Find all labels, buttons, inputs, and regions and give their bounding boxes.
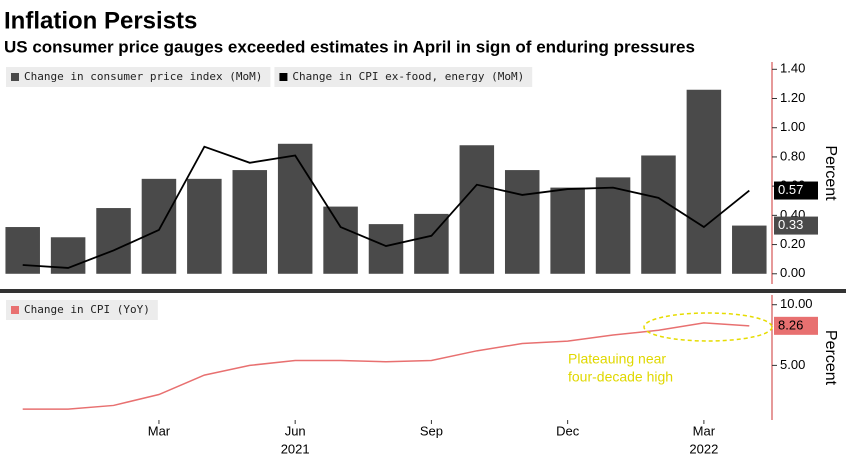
annotation: Plateauing near xyxy=(568,351,666,367)
value-label: 0.33 xyxy=(778,217,803,232)
value-label-box xyxy=(774,216,818,235)
y-tick-label: 0.00 xyxy=(780,265,805,280)
y-axis-label: Percent xyxy=(822,330,839,386)
bar xyxy=(141,178,177,274)
legend-box xyxy=(6,300,158,320)
value-label: 8.26 xyxy=(778,317,803,332)
annotation-ellipse xyxy=(643,312,773,342)
legend-label: Change in consumer price index (MoM) xyxy=(24,70,262,83)
bar xyxy=(187,178,222,274)
y-tick-label: 10.00 xyxy=(780,296,813,311)
y-tick-label: 0.20 xyxy=(780,236,805,251)
x-year-label: 2022 xyxy=(689,441,718,456)
legend-label: Change in CPI ex-food, energy (MoM) xyxy=(292,70,524,83)
line xyxy=(22,322,750,410)
y-tick-label: 1.20 xyxy=(780,90,805,105)
x-tick-label: Dec xyxy=(556,423,580,438)
value-label: 0.57 xyxy=(778,182,803,197)
legend-label: Change in CPI (YoY) xyxy=(24,303,150,316)
legend-swatch xyxy=(11,306,19,314)
value-label-box xyxy=(774,316,818,335)
line xyxy=(22,145,750,269)
x-tick-label: Jun xyxy=(285,423,306,438)
legend-box xyxy=(274,67,533,87)
value-label-box xyxy=(774,181,818,200)
bar xyxy=(732,225,767,274)
x-tick-label: Mar xyxy=(148,423,171,438)
annotation: four-decade high xyxy=(568,369,673,385)
title: Inflation Persists xyxy=(4,7,197,34)
bar xyxy=(96,208,131,274)
legend-box xyxy=(6,67,271,87)
y-tick-label: 1.40 xyxy=(780,61,805,76)
x-tick-label: Mar xyxy=(693,423,716,438)
y-tick-label: 1.00 xyxy=(780,119,805,134)
panel-separator xyxy=(0,289,846,293)
bar xyxy=(504,170,540,274)
subtitle: US consumer price gauges exceeded estima… xyxy=(4,37,695,56)
bar xyxy=(459,145,495,274)
y-tick-label: 5.00 xyxy=(780,357,805,372)
bar xyxy=(277,143,313,274)
bar xyxy=(323,206,358,274)
bar xyxy=(686,89,722,274)
legend-swatch xyxy=(11,73,19,81)
bar xyxy=(641,155,676,274)
bar xyxy=(550,187,585,274)
bar xyxy=(232,170,268,274)
bar xyxy=(5,227,40,274)
x-year-label: 2021 xyxy=(281,441,310,456)
x-tick-label: Sep xyxy=(420,423,443,438)
y-axis-label: Percent xyxy=(822,145,839,201)
legend-swatch xyxy=(279,73,288,81)
bar xyxy=(368,224,404,274)
y-tick-label: 0.80 xyxy=(780,148,805,163)
bar xyxy=(595,177,631,274)
